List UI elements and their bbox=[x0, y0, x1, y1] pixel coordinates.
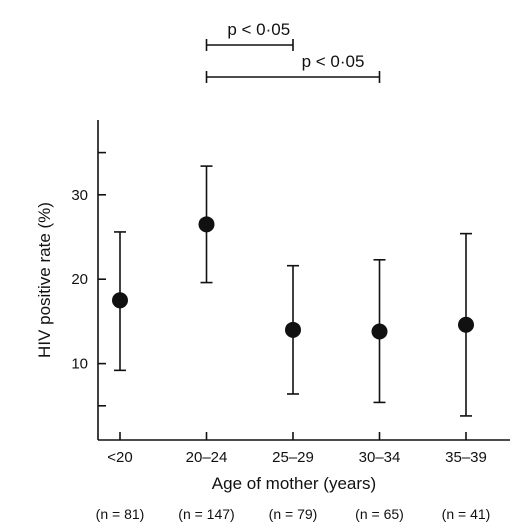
y-tick-label: 30 bbox=[71, 187, 88, 204]
sample-size-label: (n = 81) bbox=[96, 506, 145, 522]
sample-size-label: (n = 147) bbox=[178, 506, 234, 522]
significance-bracket bbox=[205, 39, 294, 51]
x-tick-label: 35–39 bbox=[445, 449, 487, 466]
sample-size-label: (n = 79) bbox=[269, 506, 318, 522]
sample-size-label: (n = 65) bbox=[355, 506, 404, 522]
data-point bbox=[198, 216, 215, 233]
x-tick-label: <20 bbox=[107, 449, 132, 466]
y-tick-label: 20 bbox=[71, 271, 88, 288]
significance-bracket bbox=[205, 71, 381, 83]
significance-label: p < 0·05 bbox=[227, 20, 290, 39]
y-tick-label: 10 bbox=[71, 356, 88, 373]
x-tick-label: 20–24 bbox=[186, 449, 228, 466]
sample-size-label: (n = 41) bbox=[442, 506, 491, 522]
significance-label: p < 0·05 bbox=[302, 52, 365, 71]
data-point bbox=[285, 321, 301, 338]
data-point bbox=[371, 323, 388, 340]
data-point bbox=[112, 292, 128, 309]
x-tick-label: 25–29 bbox=[272, 449, 314, 466]
x-axis-title: Age of mother (years) bbox=[212, 474, 376, 493]
data-point bbox=[458, 316, 474, 333]
x-tick-label: 30–34 bbox=[359, 449, 401, 466]
y-axis-title: HIV positive rate (%) bbox=[35, 202, 54, 358]
